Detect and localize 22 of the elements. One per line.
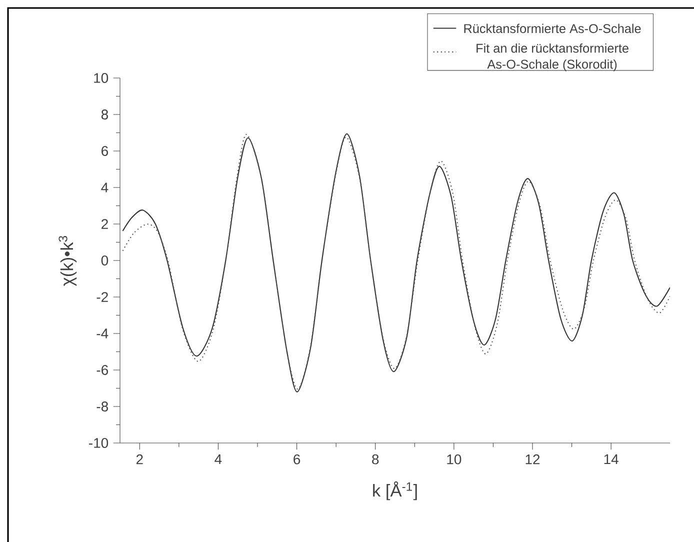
x-tick-label: 8 — [372, 454, 379, 464]
y-tick-label: -6 — [96, 365, 108, 375]
x-tick-label: 10 — [447, 454, 462, 464]
y-tick-label: 10 — [94, 73, 108, 83]
x-tick-label: 14 — [604, 454, 618, 464]
x-tick-label: 6 — [294, 454, 300, 464]
y-tick-label: -8 — [96, 402, 108, 412]
y-tick-label: -4 — [96, 328, 108, 338]
y-tick-label: 2 — [102, 219, 108, 229]
y-tick-label: -10 — [89, 438, 108, 448]
y-tick-label: -2 — [96, 292, 108, 302]
x-tick-label: 12 — [526, 454, 540, 464]
legend-label: Rücktansformierte As-O-Schale — [464, 24, 641, 34]
x-tick-label: 2 — [136, 454, 143, 464]
y-tick-label: 6 — [102, 146, 108, 156]
x-tick-label: 4 — [214, 454, 222, 464]
x-axis-title: k [Å$^{-1}$] — [373, 481, 417, 500]
y-tick-label: 8 — [101, 110, 108, 120]
legend-label: Fit an die rücktansformierte As-O-Schale (Skorodit) — [476, 43, 628, 72]
y-tick-label: 4 — [101, 182, 108, 192]
y-tick-label: 0 — [101, 256, 108, 266]
y-axis-title: χ(k)•k$^{3}$ — [58, 236, 77, 286]
